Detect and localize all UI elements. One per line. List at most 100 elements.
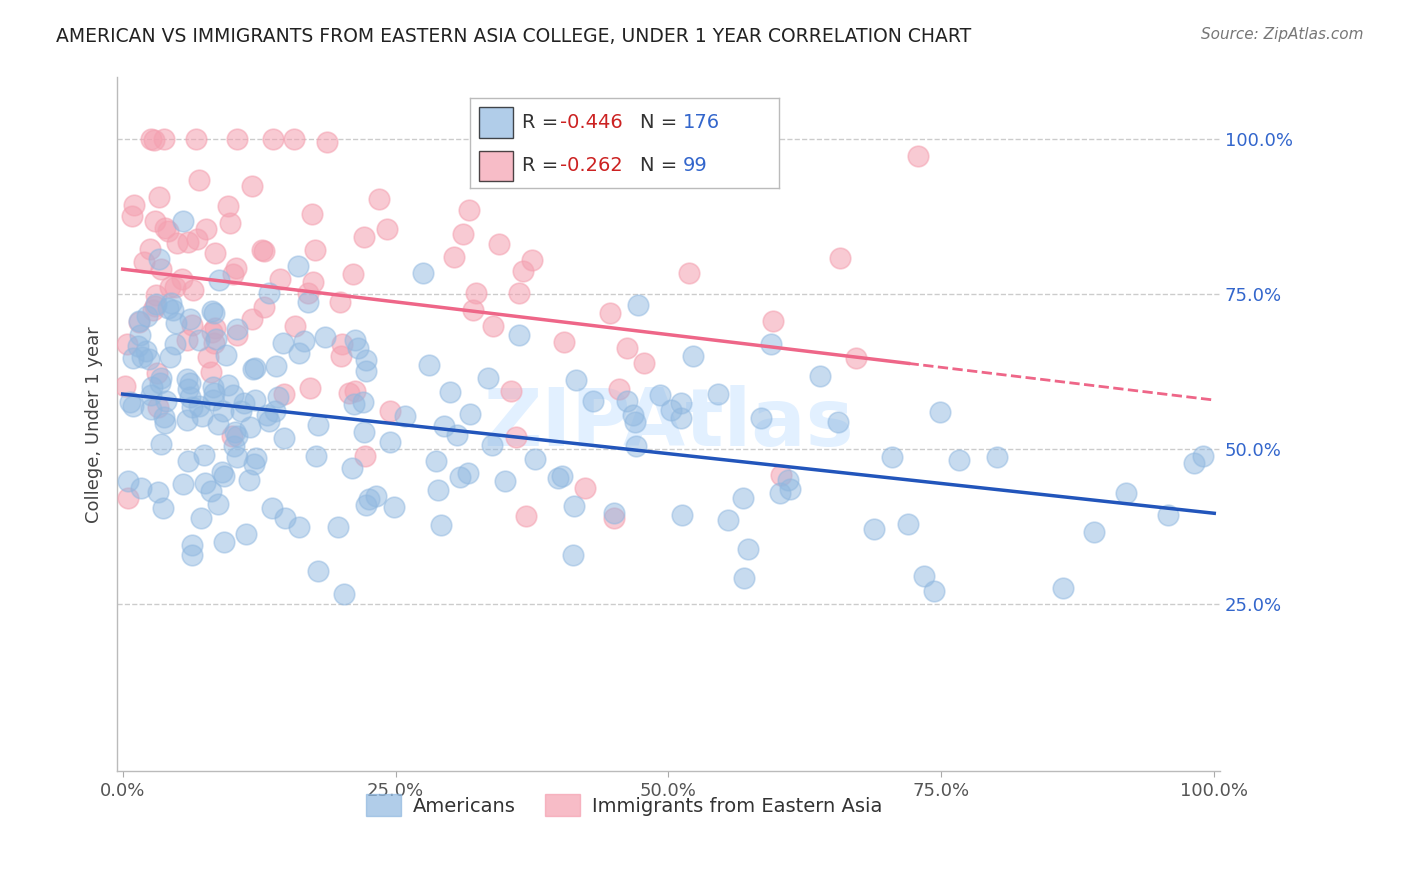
Point bbox=[621, 408, 644, 422]
Point bbox=[202, 306, 225, 320]
Point bbox=[314, 330, 336, 344]
Point bbox=[669, 410, 692, 425]
Point bbox=[252, 244, 274, 259]
Point bbox=[152, 132, 174, 146]
Point bbox=[117, 491, 139, 505]
Point bbox=[707, 387, 730, 401]
Point bbox=[368, 192, 391, 206]
Point bbox=[186, 232, 208, 246]
Point bbox=[188, 399, 211, 413]
Point bbox=[274, 510, 297, 524]
Legend: Americans, Immigrants from Eastern Asia: Americans, Immigrants from Eastern Asia bbox=[359, 786, 890, 824]
Point bbox=[204, 245, 226, 260]
Point bbox=[138, 243, 160, 257]
Point bbox=[633, 355, 655, 369]
Point bbox=[122, 198, 145, 212]
Point bbox=[153, 410, 176, 425]
Point bbox=[117, 474, 139, 488]
Point bbox=[461, 302, 484, 317]
Point bbox=[761, 337, 783, 351]
Point bbox=[458, 407, 481, 421]
Point bbox=[172, 272, 194, 286]
Point bbox=[155, 416, 177, 430]
Point bbox=[449, 470, 471, 484]
Point bbox=[912, 569, 935, 583]
Point bbox=[207, 497, 229, 511]
Point bbox=[202, 385, 225, 400]
Point bbox=[226, 322, 249, 336]
Point bbox=[482, 318, 505, 333]
Point bbox=[305, 449, 328, 463]
Point bbox=[211, 465, 233, 479]
Point bbox=[731, 491, 754, 505]
Point bbox=[132, 254, 155, 268]
Point bbox=[240, 312, 263, 326]
Point bbox=[226, 450, 249, 465]
Point bbox=[131, 481, 153, 495]
Point bbox=[271, 335, 294, 350]
Point bbox=[273, 387, 295, 401]
Point bbox=[330, 349, 353, 363]
Point bbox=[624, 439, 647, 453]
Point bbox=[412, 266, 434, 280]
Point bbox=[776, 474, 799, 488]
Point bbox=[200, 304, 222, 318]
Point bbox=[375, 222, 398, 236]
Point bbox=[128, 315, 150, 329]
Point bbox=[382, 500, 405, 515]
Point bbox=[194, 221, 217, 235]
Point bbox=[243, 360, 266, 375]
Point bbox=[190, 409, 212, 423]
Point bbox=[145, 287, 167, 301]
Point bbox=[180, 318, 202, 332]
Point bbox=[426, 483, 449, 497]
Point bbox=[508, 328, 530, 343]
Point bbox=[245, 450, 267, 465]
Text: AMERICAN VS IMMIGRANTS FROM EASTERN ASIA COLLEGE, UNDER 1 YEAR CORRELATION CHART: AMERICAN VS IMMIGRANTS FROM EASTERN ASIA… bbox=[56, 27, 972, 45]
Point bbox=[200, 365, 222, 379]
Point bbox=[762, 314, 785, 328]
Point bbox=[257, 413, 280, 427]
Point bbox=[217, 199, 239, 213]
Point bbox=[179, 312, 201, 326]
Point bbox=[129, 328, 152, 343]
Point bbox=[145, 297, 167, 311]
Point bbox=[205, 332, 228, 346]
Point bbox=[669, 396, 692, 410]
Point bbox=[907, 149, 929, 163]
Point bbox=[733, 571, 755, 585]
Point bbox=[828, 251, 851, 265]
Point bbox=[446, 427, 468, 442]
Point bbox=[190, 510, 212, 524]
Point bbox=[149, 436, 172, 450]
Point bbox=[287, 259, 309, 273]
Point bbox=[152, 501, 174, 516]
Point bbox=[678, 266, 700, 280]
Point bbox=[114, 379, 136, 393]
Point bbox=[148, 189, 170, 203]
Point bbox=[394, 409, 416, 424]
Point bbox=[443, 250, 465, 264]
Point bbox=[176, 334, 198, 348]
Point bbox=[139, 401, 162, 416]
Point bbox=[330, 337, 353, 351]
Point bbox=[297, 286, 319, 301]
Point bbox=[297, 294, 319, 309]
Point bbox=[188, 173, 211, 187]
Point bbox=[226, 429, 249, 443]
Point bbox=[172, 477, 194, 491]
Point bbox=[769, 485, 792, 500]
Point bbox=[616, 341, 638, 355]
Point bbox=[929, 405, 952, 419]
Point bbox=[263, 404, 285, 418]
Point bbox=[515, 508, 537, 523]
Point bbox=[301, 207, 323, 221]
Point bbox=[208, 273, 231, 287]
Point bbox=[242, 362, 264, 376]
Point bbox=[494, 474, 516, 488]
Point bbox=[779, 482, 801, 496]
Point bbox=[897, 517, 920, 532]
Point bbox=[115, 337, 138, 351]
Point bbox=[425, 454, 447, 468]
Point bbox=[176, 382, 198, 396]
